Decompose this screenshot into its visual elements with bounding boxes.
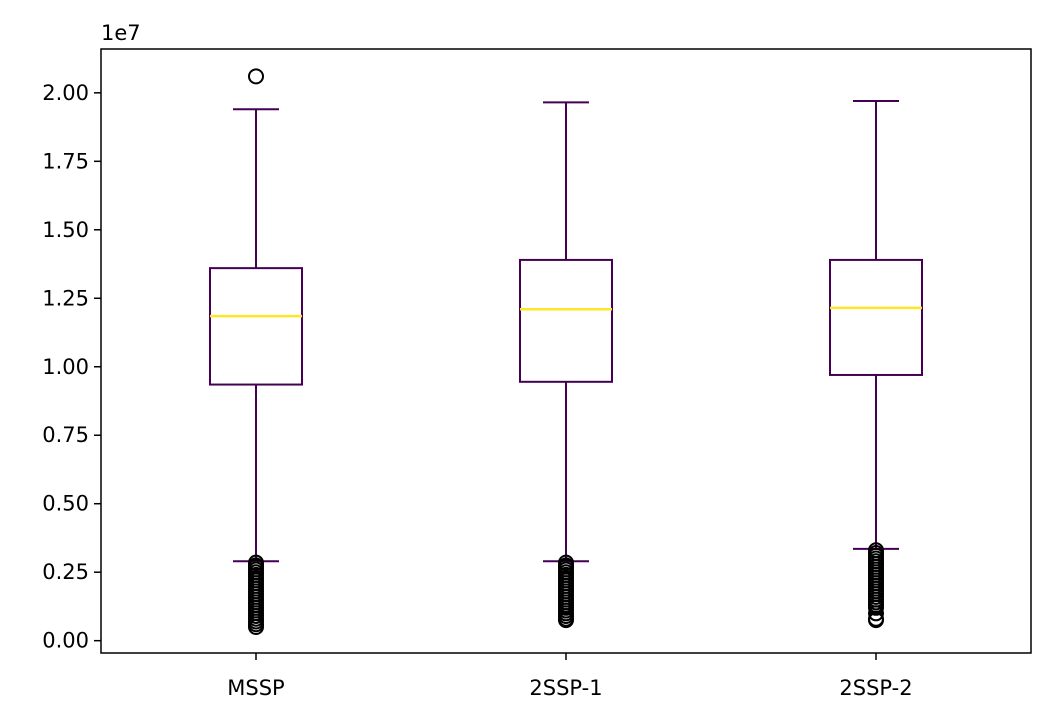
outlier-point [868,605,884,622]
outlier-point [868,612,884,629]
y-tick-label: 0.50 [42,492,89,516]
y-tick-label: 0.25 [42,560,89,584]
box-group-2ssp-2 [829,100,923,629]
box-group-2ssp-1 [519,101,613,629]
outlier-point [248,68,264,85]
y-tick-label: 0.75 [42,423,89,447]
outlier-point [558,612,574,629]
x-axis: MSSP 2SSP-1 2SSP-2 [227,653,913,700]
iqr-box [209,267,303,386]
y-axis: 0.00 0.25 0.50 0.75 1.00 1.25 1.50 1.75 2.00 [42,81,101,653]
y-offset-label: 1e7 [101,21,141,45]
y-tick-label: 1.75 [42,149,89,173]
y-tick-label: 1.50 [42,218,89,242]
iqr-box [829,258,923,376]
y-tick-label: 1.00 [42,355,89,379]
outlier-point [868,599,884,616]
y-tick-label: 0.00 [42,629,89,653]
box-group-mssp [209,68,303,635]
iqr-box [519,258,613,383]
y-tick-label: 2.00 [42,81,89,105]
x-tick-label: MSSP [227,676,284,700]
outlier-point [248,618,264,635]
y-tick-label: 1.25 [42,286,89,310]
plot-marks [209,68,923,635]
x-tick-label: 2SSP-1 [529,676,602,700]
x-tick-label: 2SSP-2 [839,676,912,700]
